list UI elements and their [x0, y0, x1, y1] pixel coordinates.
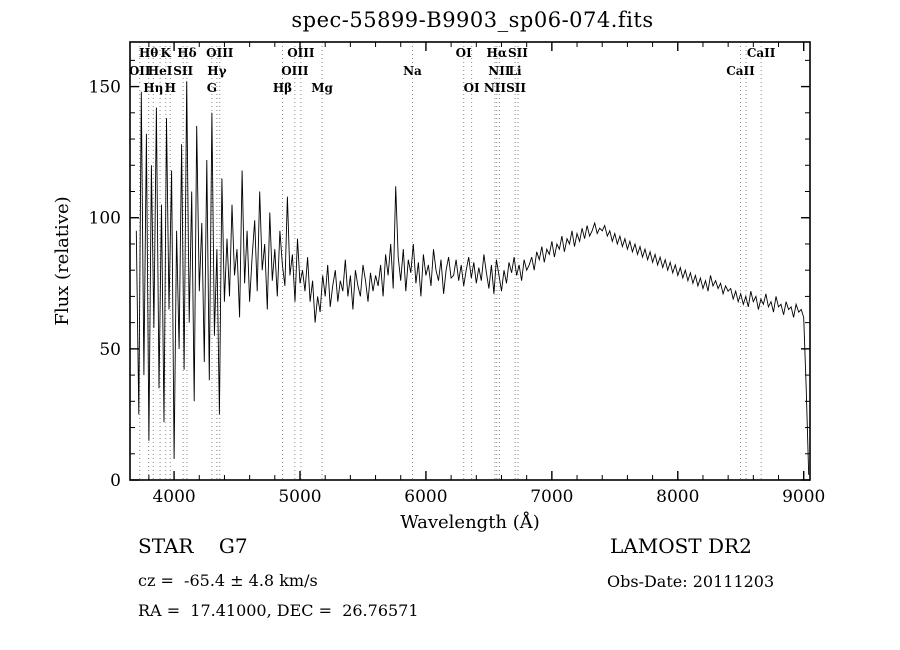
- spectral-line-label: SII: [508, 46, 528, 60]
- spectral-line-label: SII: [173, 64, 193, 78]
- x-tick-label: 4000: [152, 487, 195, 507]
- spectral-line-label: OI: [464, 81, 480, 95]
- ra-dec-value: RA = 17.41000, DEC = 26.76571: [138, 601, 419, 620]
- spectral-line-label: Na: [403, 64, 422, 78]
- x-tick-label: 5000: [278, 487, 321, 507]
- spectral-line-label: NII: [484, 81, 507, 95]
- spectral-line-label: Hη: [143, 81, 163, 95]
- spectral-line-label: Hγ: [207, 64, 226, 78]
- survey-label: LAMOST DR2: [610, 534, 752, 558]
- x-axis-title: Wavelength (Å): [400, 511, 540, 533]
- spectrum-plot: 4000 5000 6000 7000 8000 9000 0 50 100 150 Hθ K Hδ OI…: [52, 41, 825, 533]
- spectral-line-label: OI: [456, 46, 472, 60]
- spectral-line-label: H: [165, 81, 176, 95]
- spectral-line-label: K: [161, 46, 172, 60]
- x-tick-label: 7000: [530, 487, 573, 507]
- spectral-line-label: CaII: [747, 46, 776, 60]
- spectral-line-label: CaII: [726, 64, 755, 78]
- y-tick-label: 50: [99, 340, 121, 360]
- spectral-line-label: SII: [506, 81, 526, 95]
- spectral-line-label: Hθ: [139, 46, 158, 60]
- spectral-line-label: Hα: [487, 46, 508, 60]
- cz-value: cz = -65.4 ± 4.8 km/s: [138, 571, 318, 590]
- x-tick-label: 9000: [782, 487, 825, 507]
- spectral-line-label: OIII: [287, 46, 315, 60]
- spectral-line-label: G: [207, 81, 217, 95]
- x-tick-label: 8000: [656, 487, 699, 507]
- x-tick-label: 6000: [404, 487, 447, 507]
- figure-title: spec-55899-B9903_sp06-074.fits: [291, 8, 654, 32]
- spectral-line-label: Hδ: [177, 46, 196, 60]
- object-class-label: STAR G7: [138, 534, 248, 558]
- spectral-line-label: OIII: [281, 64, 309, 78]
- obs-date: Obs-Date: 20111203: [607, 572, 775, 591]
- spectral-line-label: OII: [129, 64, 151, 78]
- spectral-line-label: Mg: [311, 81, 333, 95]
- spectral-line-label: HeI: [148, 64, 173, 78]
- spectral-line-label: Li: [509, 64, 522, 78]
- spectral-line-label: Hβ: [273, 81, 292, 95]
- axes-frame: [129, 41, 811, 481]
- spectral-line-label: OIII: [206, 46, 234, 60]
- spectrum-trace: [135, 81, 810, 475]
- spectral-line-label: NII: [488, 64, 511, 78]
- y-tick-label: 150: [89, 78, 121, 98]
- y-tick-label: 0: [110, 471, 121, 491]
- y-axis-title: Flux (relative): [52, 196, 73, 325]
- y-tick-label: 100: [89, 209, 121, 229]
